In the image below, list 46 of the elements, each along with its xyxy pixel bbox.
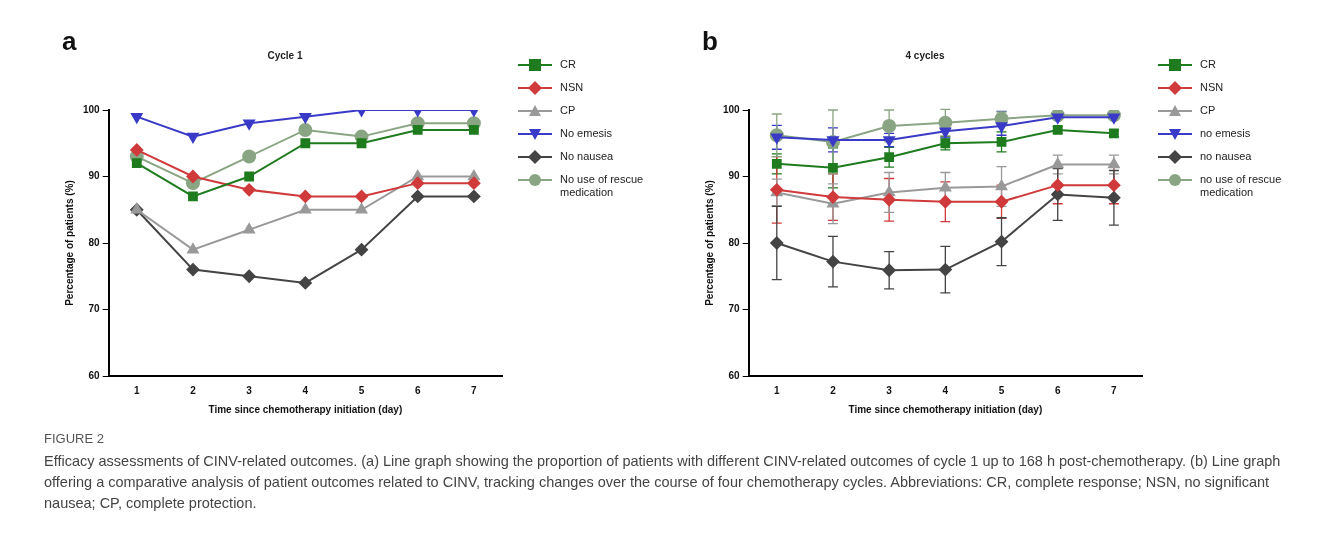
x-tick-label: 1 <box>134 384 140 396</box>
legend-label: no nausea <box>1200 150 1252 163</box>
legend-label: NSN <box>1200 81 1224 94</box>
y-tick-label: 90 <box>728 170 741 182</box>
y-tick-label: 100 <box>723 103 741 115</box>
x-tick-label: 1 <box>774 384 780 396</box>
y-axis-title: Percentage of patients (%) <box>63 180 75 306</box>
y-tick-label: 80 <box>728 236 741 248</box>
x-axis-title: Time since chemotherapy initiation (day) <box>208 403 403 415</box>
y-tick-label: 60 <box>88 369 101 381</box>
legend-label: no emesis <box>1200 127 1251 140</box>
text: b <box>702 26 718 57</box>
x-tick-label: 6 <box>1054 384 1061 396</box>
legend-label: No use of rescue medication <box>560 173 645 199</box>
text: a <box>62 26 77 57</box>
x-tick-label: 7 <box>1111 384 1118 396</box>
legend-label: CR <box>560 58 576 71</box>
y-tick-label: 90 <box>88 170 101 182</box>
legend-label: No emesis <box>560 127 612 140</box>
x-tick-label: 2 <box>830 384 837 396</box>
chart-title: 4 cycles <box>905 49 945 61</box>
x-tick-label: 2 <box>190 384 197 396</box>
legend-label: No nausea <box>560 150 614 163</box>
text: Efficacy assessments of CINV-related outcomes. (a) Line graph showing the proportion of patients with different CINV-related outcomes of cycle 1 up to 168 h post-chemotherapy. (b) Line graph offering a comparative analysis of patient outcomes related to CINV, tracking changes over the course of four chemotherapy cycles. Abbreviations: CR, complete response; NSN, no significant nausea; CP, complete protection. <box>44 452 1282 513</box>
x-tick-label: 3 <box>246 384 253 396</box>
legend-label: CP <box>560 104 576 117</box>
x-tick-label: 6 <box>414 384 421 396</box>
y-tick-label: 70 <box>728 303 741 315</box>
caption: FIGURE 2 <box>44 430 105 448</box>
x-axis-title: Time since chemotherapy initiation (day) <box>848 403 1043 415</box>
legend-label: CR <box>1200 58 1216 71</box>
legend-label: CP <box>1200 104 1216 117</box>
x-tick-label: 7 <box>471 384 478 396</box>
y-tick-label: 100 <box>83 103 101 115</box>
legend-label: NSN <box>560 81 584 94</box>
x-tick-label: 4 <box>302 384 309 396</box>
x-tick-label: 3 <box>886 384 893 396</box>
x-tick-label: 5 <box>998 384 1005 396</box>
y-tick-label: 80 <box>88 236 101 248</box>
y-tick-label: 70 <box>88 303 101 315</box>
x-tick-label: 5 <box>358 384 365 396</box>
legend-label: no use of rescue medication <box>1200 173 1283 199</box>
y-axis-title: Percentage of patients (%) <box>703 180 715 306</box>
x-tick-label: 4 <box>942 384 949 396</box>
y-tick-label: 60 <box>728 369 741 381</box>
chart-title: Cycle 1 <box>267 49 303 61</box>
